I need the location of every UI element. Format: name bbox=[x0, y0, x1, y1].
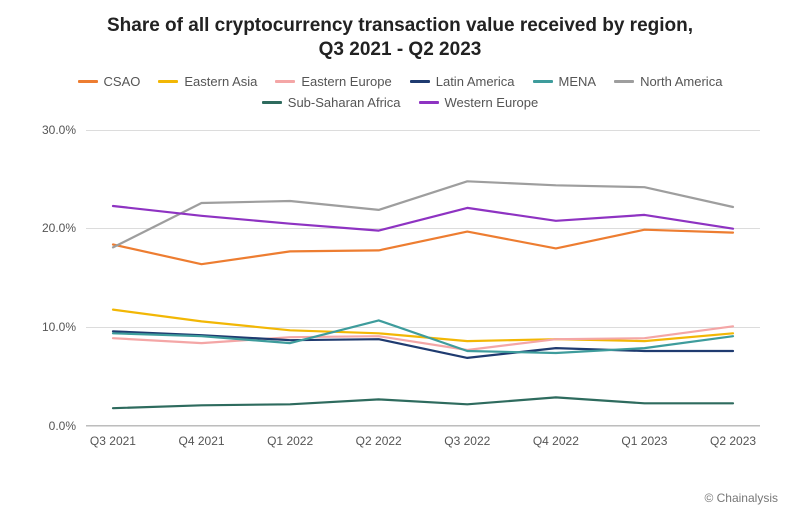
legend-item: North America bbox=[614, 74, 722, 89]
legend-item: MENA bbox=[533, 74, 597, 89]
chart: 0.0% 10.0% 20.0% 30.0% Q3 2021 Q4 2021 Q1 202… bbox=[28, 120, 772, 460]
legend-swatch bbox=[275, 80, 295, 83]
y-tick-label: 10.0% bbox=[42, 320, 76, 334]
x-tick-label: Q3 2021 bbox=[90, 434, 136, 448]
legend-swatch bbox=[158, 80, 178, 83]
legend-label: MENA bbox=[559, 74, 597, 89]
x-axis: Q3 2021 Q4 2021 Q1 2022 Q2 2022 Q3 2022 Q4 20… bbox=[86, 426, 760, 460]
legend-label: North America bbox=[640, 74, 722, 89]
series-line bbox=[113, 229, 733, 264]
legend-swatch bbox=[410, 80, 430, 83]
line-series-layer bbox=[86, 130, 760, 426]
y-tick-label: 30.0% bbox=[42, 123, 76, 137]
plot-area bbox=[86, 130, 760, 426]
x-tick-label: Q1 2023 bbox=[621, 434, 667, 448]
x-tick-label: Q4 2021 bbox=[179, 434, 225, 448]
y-tick-label: 0.0% bbox=[49, 419, 76, 433]
legend-label: Eastern Europe bbox=[301, 74, 391, 89]
legend-swatch bbox=[614, 80, 634, 83]
legend-item: Western Europe bbox=[419, 95, 539, 110]
legend-item: Eastern Asia bbox=[158, 74, 257, 89]
y-axis: 0.0%10.0%20.0%30.0% bbox=[28, 130, 86, 426]
legend-swatch bbox=[78, 80, 98, 83]
x-tick-label: Q2 2023 bbox=[710, 434, 756, 448]
legend-item: CSAO bbox=[78, 74, 141, 89]
legend-swatch bbox=[419, 101, 439, 104]
title-line-1: Share of all cryptocurrency transaction … bbox=[40, 14, 760, 38]
legend-label: Eastern Asia bbox=[184, 74, 257, 89]
legend-item: Eastern Europe bbox=[275, 74, 391, 89]
legend-label: CSAO bbox=[104, 74, 141, 89]
x-tick-label: Q1 2022 bbox=[267, 434, 313, 448]
attribution: © Chainalysis bbox=[704, 491, 778, 505]
legend-label: Western Europe bbox=[445, 95, 539, 110]
chart-title: Share of all cryptocurrency transaction … bbox=[0, 0, 800, 68]
x-tick-label: Q3 2022 bbox=[444, 434, 490, 448]
legend: CSAO Eastern Asia Eastern Europe Latin Amer… bbox=[0, 68, 800, 114]
y-tick-label: 20.0% bbox=[42, 221, 76, 235]
legend-swatch bbox=[262, 101, 282, 104]
title-line-2: Q3 2021 - Q2 2023 bbox=[40, 38, 760, 62]
legend-label: Sub-Saharan Africa bbox=[288, 95, 401, 110]
legend-label: Latin America bbox=[436, 74, 515, 89]
series-line bbox=[113, 206, 733, 231]
x-tick-label: Q4 2022 bbox=[533, 434, 579, 448]
legend-item: Latin America bbox=[410, 74, 515, 89]
series-line bbox=[113, 397, 733, 408]
legend-item: Sub-Saharan Africa bbox=[262, 95, 401, 110]
legend-swatch bbox=[533, 80, 553, 83]
x-tick-label: Q2 2022 bbox=[356, 434, 402, 448]
